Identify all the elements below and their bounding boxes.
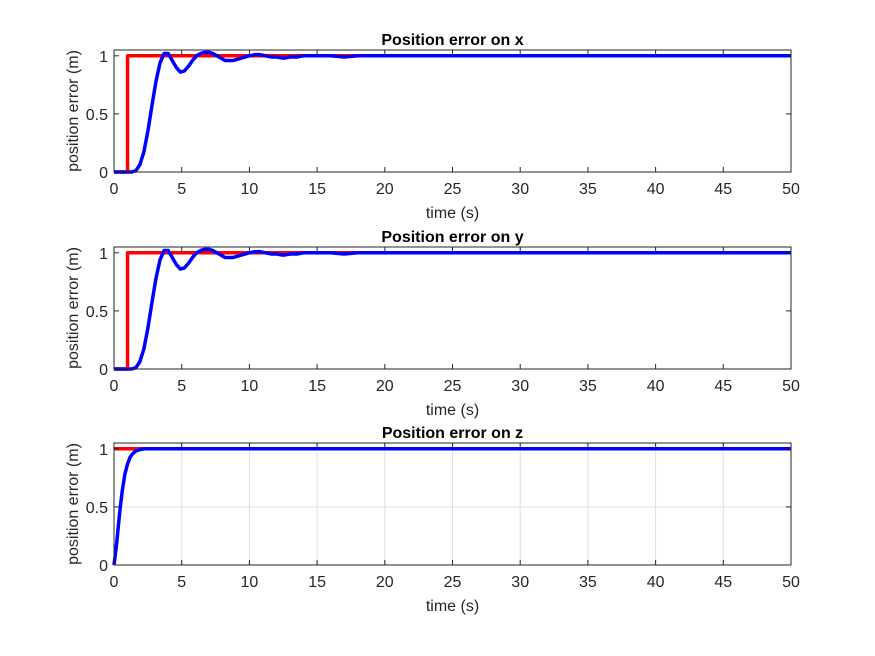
subplot-1: 0 5 10 15 20 25 30 35 40 45 50 0 0.5 1 Position error … — [65, 32, 800, 222]
y-tick-label: 0 — [99, 362, 108, 379]
x-tick-label: 10 — [241, 378, 259, 395]
y-axis-label: position error (m) — [65, 50, 82, 172]
series-line-2 — [114, 247, 791, 371]
x-tick-label: 45 — [714, 181, 732, 198]
x-tick-label: 20 — [376, 574, 394, 591]
x-tick-label: 30 — [511, 574, 529, 591]
x-tick-label: 50 — [782, 574, 800, 591]
x-tick-label: 25 — [444, 378, 462, 395]
x-tick-label: 40 — [647, 181, 665, 198]
chart-title: Position error on y — [381, 229, 523, 246]
x-axis-label: time (s) — [426, 402, 479, 419]
x-tick-label: 40 — [647, 378, 665, 395]
x-tick-label: 50 — [782, 181, 800, 198]
x-tick-label: 0 — [110, 181, 119, 198]
plot-area — [114, 50, 791, 172]
x-tick-label: 15 — [308, 378, 326, 395]
x-tick-label: 20 — [376, 181, 394, 198]
x-tick-label: 45 — [714, 574, 732, 591]
series-line-2 — [112, 447, 791, 566]
subplot-3: 0 5 10 15 20 25 30 35 40 45 50 0 0.5 1 Position error … — [65, 425, 800, 615]
x-axis-label: time (s) — [426, 598, 479, 615]
x-tick-label: 30 — [511, 181, 529, 198]
y-axis-label: position error (m) — [65, 443, 82, 565]
x-tick-label: 35 — [579, 181, 597, 198]
chart-title: Position error on z — [382, 425, 523, 442]
x-axis-label: time (s) — [426, 205, 479, 222]
chart-title: Position error on x — [381, 32, 523, 49]
y-tick-label: 0.5 — [86, 500, 108, 517]
y-axis-label: position error (m) — [65, 247, 82, 369]
x-tick-label: 15 — [308, 574, 326, 591]
x-tick-label: 5 — [177, 378, 186, 395]
x-tick-label: 45 — [714, 378, 732, 395]
x-tick-label: 5 — [177, 574, 186, 591]
x-tick-label: 25 — [444, 574, 462, 591]
x-tick-label: 35 — [579, 574, 597, 591]
y-tick-label: 1 — [99, 49, 108, 66]
y-tick-label: 0 — [99, 165, 108, 182]
x-tick-label: 25 — [444, 181, 462, 198]
x-tick-label: 35 — [579, 378, 597, 395]
x-tick-label: 50 — [782, 378, 800, 395]
subplot-2: 0 5 10 15 20 25 30 35 40 45 50 0 0.5 1 Position error … — [65, 229, 800, 419]
x-tick-label: 15 — [308, 181, 326, 198]
x-tick-label: 20 — [376, 378, 394, 395]
x-tick-label: 0 — [110, 378, 119, 395]
x-tick-label: 30 — [511, 378, 529, 395]
x-tick-label: 40 — [647, 574, 665, 591]
y-tick-label: 0.5 — [86, 107, 108, 124]
y-tick-label: 0 — [99, 558, 108, 575]
x-tick-label: 0 — [110, 574, 119, 591]
x-tick-label: 10 — [241, 574, 259, 591]
y-tick-label: 0.5 — [86, 304, 108, 321]
y-tick-label: 1 — [99, 246, 108, 263]
x-tick-label: 5 — [177, 181, 186, 198]
series-line-2 — [114, 50, 791, 174]
plot-area — [114, 247, 791, 369]
x-tick-label: 10 — [241, 181, 259, 198]
y-tick-label: 1 — [99, 442, 108, 459]
